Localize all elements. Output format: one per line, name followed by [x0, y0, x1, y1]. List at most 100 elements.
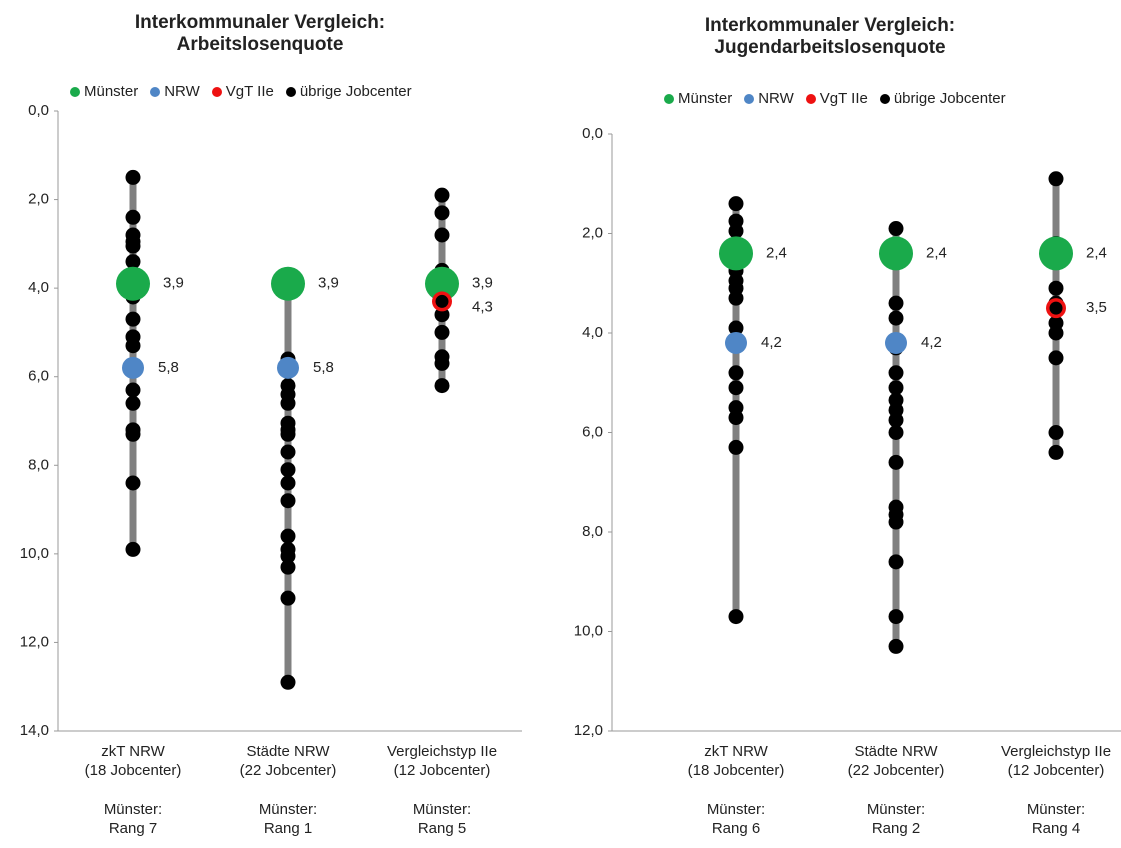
legend-item-nrw: NRW — [744, 90, 794, 107]
category-name: zkT NRW — [101, 743, 165, 760]
legend-item-vgt: VgT IIe — [211, 83, 274, 100]
legend-label-other: übrige Jobcenter — [299, 83, 412, 100]
data-point-jobcenter — [434, 205, 450, 221]
data-point-muenster — [1039, 236, 1073, 271]
data-point-jobcenter — [888, 412, 904, 428]
chart-legend: Münster NRW VgT IIe übrige Jobcenter — [664, 90, 1006, 107]
legend-item-vgt: VgT IIe — [805, 90, 868, 107]
category-label: Vergleichstyp IIe (12 Jobcenter) Münster: R… — [387, 742, 497, 838]
legend-marker-muenster — [664, 93, 674, 104]
data-label-nrw: 4,2 — [921, 334, 942, 351]
data-label-nrw: 5,8 — [313, 359, 334, 376]
data-label-muenster: 3,9 — [472, 275, 493, 292]
data-point-jobcenter — [280, 493, 296, 509]
y-tick-label: 10,0 — [574, 622, 603, 639]
legend-marker-other — [285, 86, 296, 97]
data-point-jobcenter — [1048, 280, 1064, 296]
data-point-jobcenter — [888, 295, 904, 311]
y-tick-label: 6,0 — [28, 368, 49, 385]
data-label-vgt: 4,3 — [472, 299, 493, 316]
legend-marker-nrw — [744, 93, 755, 104]
rank-value: Rang 4 — [1031, 820, 1081, 837]
rank-label: Münster: — [412, 801, 472, 818]
chart-title: Interkommunaler Vergleich: Arbeitslosenq… — [0, 12, 520, 56]
legend-marker-vgt — [211, 86, 222, 97]
data-point-jobcenter — [125, 426, 141, 442]
data-point-jobcenter — [125, 238, 141, 254]
data-point-jobcenter — [125, 169, 141, 185]
data-point-jobcenter — [280, 528, 296, 544]
data-point-jobcenter — [1048, 171, 1064, 187]
data-point-jobcenter — [728, 410, 744, 426]
data-point-jobcenter — [280, 444, 296, 460]
data-point-vgt-inner — [1049, 301, 1063, 315]
data-point-jobcenter — [280, 674, 296, 690]
legend-label-muenster: Münster — [84, 83, 139, 100]
data-point-jobcenter — [888, 609, 904, 625]
data-point-jobcenter — [1048, 350, 1064, 366]
data-point-jobcenter — [728, 320, 744, 336]
data-point-nrw — [885, 331, 907, 354]
data-point-jobcenter — [1048, 425, 1064, 440]
data-point-jobcenter — [888, 514, 904, 530]
category-name: Vergleichstyp IIe — [386, 743, 498, 760]
data-point-jobcenter — [888, 380, 904, 396]
legend-label-other: übrige Jobcenter — [893, 90, 1006, 107]
data-point-vgt-inner — [435, 294, 449, 308]
category-count: (22 Jobcenter) — [847, 762, 945, 779]
data-label-muenster: 3,9 — [163, 275, 184, 292]
rank-label: Münster: — [1026, 801, 1086, 818]
data-point-jobcenter — [280, 590, 296, 606]
data-point-muenster — [116, 266, 150, 301]
y-tick-label: 4,0 — [582, 324, 603, 341]
rank-label: Münster: — [866, 801, 926, 818]
rank-label: Münster: — [258, 801, 318, 818]
gap — [85, 780, 182, 800]
data-point-jobcenter — [280, 475, 296, 491]
data-point-jobcenter — [434, 378, 450, 394]
category-name: Städte NRW — [246, 743, 330, 760]
legend-item-muenster: Münster — [70, 83, 138, 100]
data-point-jobcenter — [434, 307, 450, 323]
category-label: Vergleichstyp IIe (12 Jobcenter) Münster: R… — [1001, 742, 1111, 838]
chart-jugendarbeitslosenquote: Interkommunaler Vergleich: Jugendarbeits… — [560, 0, 1121, 848]
data-point-jobcenter — [434, 355, 450, 371]
data-label-nrw: 5,8 — [158, 359, 179, 376]
rank-value: Rang 2 — [871, 820, 921, 837]
data-label-muenster: 2,4 — [766, 244, 787, 261]
data-point-jobcenter — [125, 395, 141, 411]
legend-label-vgt: VgT IIe — [225, 83, 274, 100]
data-point-jobcenter — [125, 311, 141, 327]
y-tick-label: 0,0 — [28, 102, 49, 119]
y-tick-label: 10,0 — [20, 545, 49, 562]
data-label-muenster: 2,4 — [926, 244, 947, 261]
gap — [387, 780, 497, 800]
y-tick-label: 4,0 — [28, 279, 49, 296]
category-label: zkT NRW (18 Jobcenter) Münster: Rang 6 — [688, 742, 785, 838]
y-tick-label: 8,0 — [28, 456, 49, 473]
legend-item-nrw: NRW — [150, 83, 200, 100]
y-tick-label: 0,0 — [582, 125, 603, 142]
data-point-jobcenter — [434, 187, 450, 203]
y-tick-label: 2,0 — [582, 224, 603, 241]
data-point-jobcenter — [728, 609, 744, 625]
chart-legend: Münster NRW VgT IIe übrige Jobcenter — [70, 83, 412, 100]
gap — [848, 780, 945, 800]
category-count: (12 Jobcenter) — [1007, 762, 1105, 779]
rank-value: Rang 7 — [108, 820, 158, 837]
legend-item-muenster: Münster — [664, 90, 732, 107]
chart-arbeitslosenquote: Interkommunaler Vergleich: Arbeitslosenq… — [0, 0, 560, 848]
data-point-jobcenter — [728, 439, 744, 455]
data-point-jobcenter — [888, 425, 904, 440]
legend-marker-nrw — [150, 86, 161, 97]
data-point-jobcenter — [434, 227, 450, 243]
category-count: (18 Jobcenter) — [84, 762, 182, 779]
data-point-muenster — [425, 266, 459, 301]
y-tick-label: 12,0 — [20, 633, 49, 650]
data-point-jobcenter — [125, 475, 141, 491]
data-point-muenster — [879, 236, 913, 271]
data-point-jobcenter — [728, 223, 744, 239]
category-name: Vergleichstyp IIe — [1000, 743, 1112, 760]
gap — [240, 780, 337, 800]
legend-marker-vgt — [805, 93, 816, 104]
